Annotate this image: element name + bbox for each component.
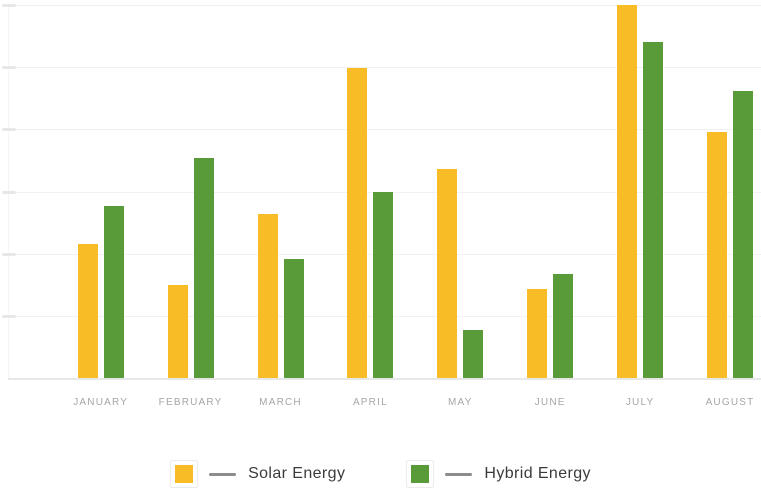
- legend-dash-icon: [445, 472, 473, 476]
- y-axis-tick: [2, 314, 16, 318]
- bar-solar-energy-february[interactable]: [167, 284, 188, 379]
- legend-item-solar-energy[interactable]: Solar Energy: [170, 460, 345, 488]
- legend-label-solar-energy: Solar Energy: [248, 465, 346, 482]
- hybrid-energy-swatch-icon: [411, 465, 430, 483]
- bar-hybrid-energy-may[interactable]: [463, 329, 484, 378]
- bar-hybrid-energy-april[interactable]: [373, 191, 394, 378]
- bar-hybrid-energy-january[interactable]: [103, 206, 124, 378]
- legend-label-hybrid-energy: Hybrid Energy: [484, 465, 591, 482]
- bar-hybrid-energy-march[interactable]: [283, 258, 304, 378]
- x-label-june: JUNE: [534, 397, 566, 408]
- x-label-august: AUGUST: [705, 397, 755, 408]
- x-label-january: JANUARY: [73, 397, 129, 408]
- bar-solar-energy-january[interactable]: [77, 243, 98, 378]
- x-label-march: MARCH: [259, 397, 302, 408]
- y-axis-tick: [2, 190, 16, 194]
- hybrid-energy-swatch-box: [406, 460, 435, 488]
- bar-solar-energy-july[interactable]: [617, 5, 638, 378]
- bar-hybrid-energy-june[interactable]: [553, 273, 574, 378]
- solar-energy-swatch-icon: [175, 465, 194, 483]
- bar-hybrid-energy-august[interactable]: [733, 90, 753, 378]
- bar-solar-energy-june[interactable]: [527, 288, 548, 378]
- x-label-april: APRIL: [352, 397, 388, 408]
- bar-solar-energy-april[interactable]: [347, 68, 368, 378]
- y-axis-tick: [2, 252, 16, 256]
- horizontal-gridline: [8, 129, 761, 131]
- horizontal-gridline: [8, 5, 761, 6]
- y-axis-tick: [2, 66, 16, 70]
- solar-energy-swatch-box: [170, 460, 199, 488]
- x-axis-line: [8, 378, 761, 380]
- bar-solar-energy-may[interactable]: [437, 169, 458, 378]
- x-label-february: FEBRUARY: [158, 397, 223, 408]
- y-axis-tick: [2, 4, 16, 7]
- bar-hybrid-energy-february[interactable]: [193, 157, 214, 378]
- x-label-july: JULY: [625, 397, 655, 408]
- bar-hybrid-energy-july[interactable]: [643, 42, 664, 378]
- bar-chart-plot-area: [2, 4, 761, 380]
- legend-dash-icon: [209, 472, 237, 476]
- bar-solar-energy-august[interactable]: [707, 131, 727, 378]
- x-label-may: MAY: [448, 397, 473, 408]
- bar-solar-energy-march[interactable]: [257, 213, 278, 378]
- chart-legend: Solar Energy Hybrid Energy: [0, 460, 761, 488]
- horizontal-gridline: [8, 67, 761, 69]
- y-axis-tick: [2, 128, 16, 132]
- legend-item-hybrid-energy[interactable]: Hybrid Energy: [406, 460, 591, 488]
